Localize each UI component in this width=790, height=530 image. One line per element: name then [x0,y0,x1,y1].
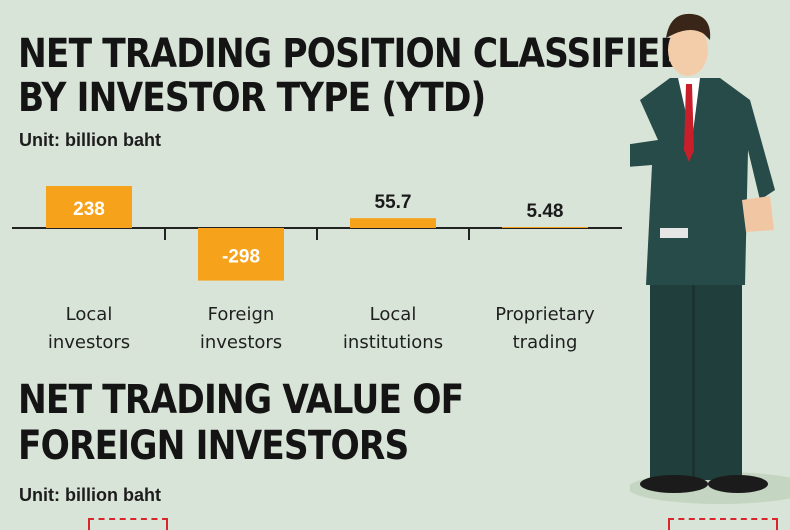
bar-2 [198,228,284,281]
bar-1 [46,186,132,228]
data-label-4: 5.48 [527,201,564,222]
category-label-3-line-2: institutions [343,332,443,353]
chart-title-line-2: BY INVESTOR TYPE (YTD) [18,75,486,121]
trousers [650,275,742,480]
right-hand [742,196,774,232]
category-label-4-line-2: trading [513,332,578,353]
suit-jacket [630,78,775,285]
bar-4 [502,227,588,228]
category-label-1-line-1: Local [66,304,113,325]
left-shoe [640,475,708,493]
hair [666,13,711,40]
section2-unit-label: Unit: billion baht [19,485,161,505]
category-label-3-line-1: Local [370,304,417,325]
chart-unit-label: Unit: billion baht [19,130,161,150]
section2-title-line-2: FOREIGN INVESTORS [18,423,409,469]
tie-icon [684,84,694,162]
dashed-marker-left [88,518,168,530]
head [668,24,708,76]
dashed-marker-right [668,518,778,530]
data-label-2: -298 [222,246,260,267]
businessman-illustration [630,13,790,504]
category-label-2-line-1: Foreign [208,304,275,325]
bar-chart: 238 Local investors -298 Foreign investors 55.… [12,186,622,353]
section2-title-line-1: NET TRADING VALUE OF [18,377,464,423]
category-label-2-line-2: investors [200,332,282,353]
data-label-1: 238 [73,199,105,220]
right-shoe [708,475,768,493]
bar-3 [350,218,436,228]
data-label-3: 55.7 [375,192,412,213]
category-label-1-line-2: investors [48,332,130,353]
category-label-4-line-1: Proprietary [495,304,595,325]
chart-title-line-1: NET TRADING POSITION CLASSIFIED [18,31,688,77]
